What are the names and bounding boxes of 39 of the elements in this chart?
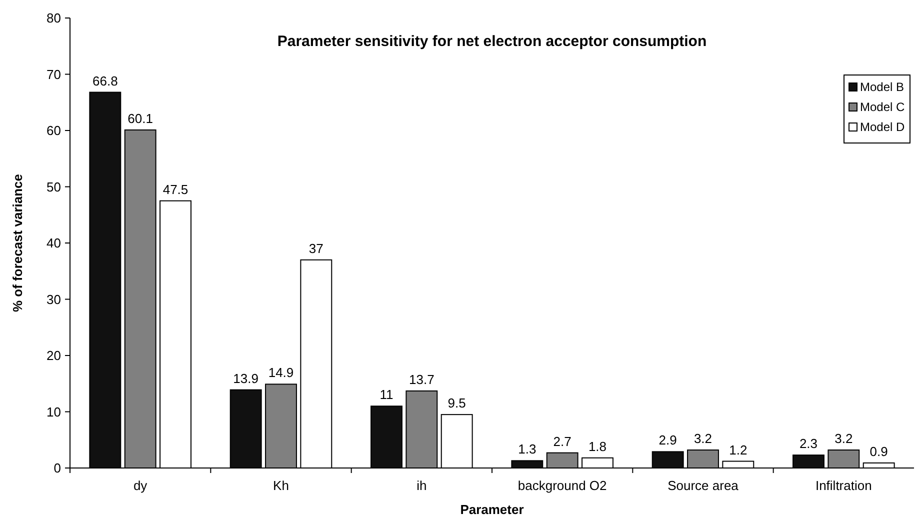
- data-label: 47.5: [162, 182, 188, 197]
- data-label: 2.7: [553, 434, 572, 449]
- y-tick-label: 60: [46, 123, 61, 138]
- y-tick-label: 30: [46, 292, 61, 307]
- y-tick-label: 50: [46, 179, 61, 194]
- data-label: 0.9: [870, 444, 888, 459]
- data-label: 13.7: [409, 372, 434, 387]
- data-label: 14.9: [268, 365, 294, 380]
- y-tick-label: 0: [54, 460, 61, 476]
- data-label: 1.3: [518, 442, 536, 457]
- data-label: 60.1: [128, 110, 153, 126]
- data-label: 3.2: [834, 431, 853, 446]
- x-axis-title: Parameter: [460, 502, 524, 517]
- y-tick-label: 10: [46, 404, 61, 420]
- y-tick-label: 20: [46, 348, 61, 364]
- y-tick-label: 80: [46, 10, 61, 26]
- text: Parameter sensitivity for net electron acceptor consumption: [277, 33, 707, 50]
- x-tick-label: Source area: [668, 478, 740, 493]
- data-label: 3.2: [694, 431, 712, 446]
- data-label: 2.9: [658, 432, 677, 448]
- y-axis-title: % of forecast variance: [10, 174, 25, 312]
- data-label: 2.3: [799, 436, 818, 452]
- data-label: 37: [308, 240, 324, 256]
- data-label: 66.8: [92, 73, 118, 88]
- data-label: 13.9: [233, 370, 258, 386]
- data-label: 11: [380, 387, 394, 402]
- y-tick-label: 40: [46, 236, 61, 251]
- data-label: 1.2: [729, 442, 748, 458]
- data-label: 9.5: [448, 396, 466, 411]
- x-tick-label: dy: [133, 478, 148, 493]
- y-tick-label: 70: [46, 66, 61, 82]
- x-tick-label: Kh: [273, 478, 289, 493]
- legend-label: Model C: [860, 100, 906, 114]
- x-tick-label: ih: [416, 478, 427, 493]
- x-tick-label: background O2: [518, 478, 607, 493]
- legend-label: Model B: [860, 80, 904, 94]
- data-label: 1.8: [588, 438, 607, 454]
- legend-label: Model D: [860, 120, 906, 134]
- x-tick-label: Infiltration: [815, 478, 872, 493]
